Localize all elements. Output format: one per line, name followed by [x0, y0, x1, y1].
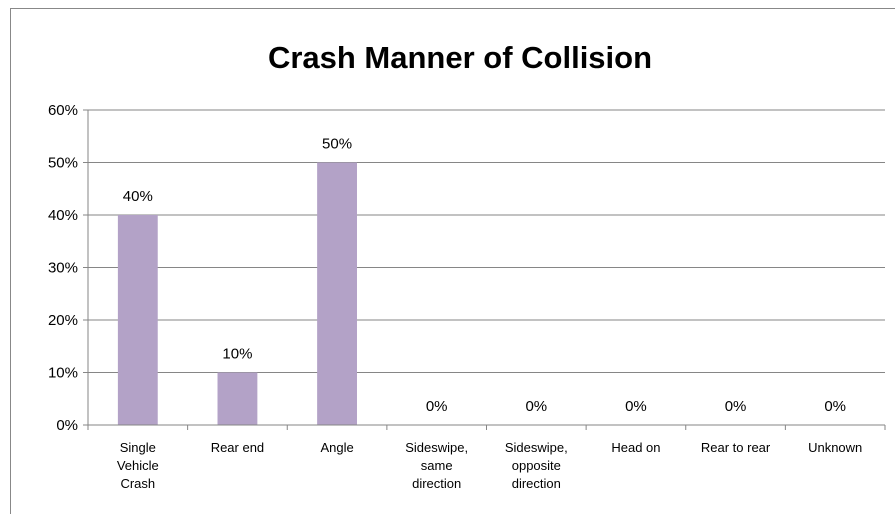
y-tick-label: 10%: [48, 365, 78, 382]
x-tick-label: Sideswipe, same direction: [405, 440, 468, 491]
data-label: 0%: [824, 398, 846, 415]
chart-frame: [10, 8, 895, 514]
x-tick-label: Head on: [611, 440, 660, 455]
bar: [217, 372, 258, 425]
x-tick-label: Unknown: [808, 440, 862, 455]
y-tick-label: 30%: [48, 260, 78, 277]
data-label: 0%: [525, 398, 547, 415]
x-tick-label: Sideswipe, opposite direction: [505, 440, 568, 491]
bar: [117, 215, 158, 425]
data-label: 0%: [725, 398, 747, 415]
x-tick-label: Rear to rear: [701, 440, 771, 455]
data-label: 40%: [123, 188, 153, 205]
y-tick-label: 20%: [48, 312, 78, 329]
x-tick-label: Rear end: [211, 440, 264, 455]
y-tick-label: 60%: [48, 102, 78, 119]
x-tick-label: Single Vehicle Crash: [117, 440, 159, 491]
chart-title: Crash Manner of Collision: [268, 40, 652, 75]
data-label: 0%: [625, 398, 647, 415]
y-tick-label: 0%: [56, 417, 78, 434]
x-tick-label: Angle: [320, 440, 353, 455]
data-label: 0%: [426, 398, 448, 415]
data-label: 50%: [322, 136, 352, 153]
data-label: 10%: [222, 346, 252, 363]
y-tick-label: 40%: [48, 207, 78, 224]
bar: [317, 162, 357, 425]
y-tick-label: 50%: [48, 155, 78, 172]
